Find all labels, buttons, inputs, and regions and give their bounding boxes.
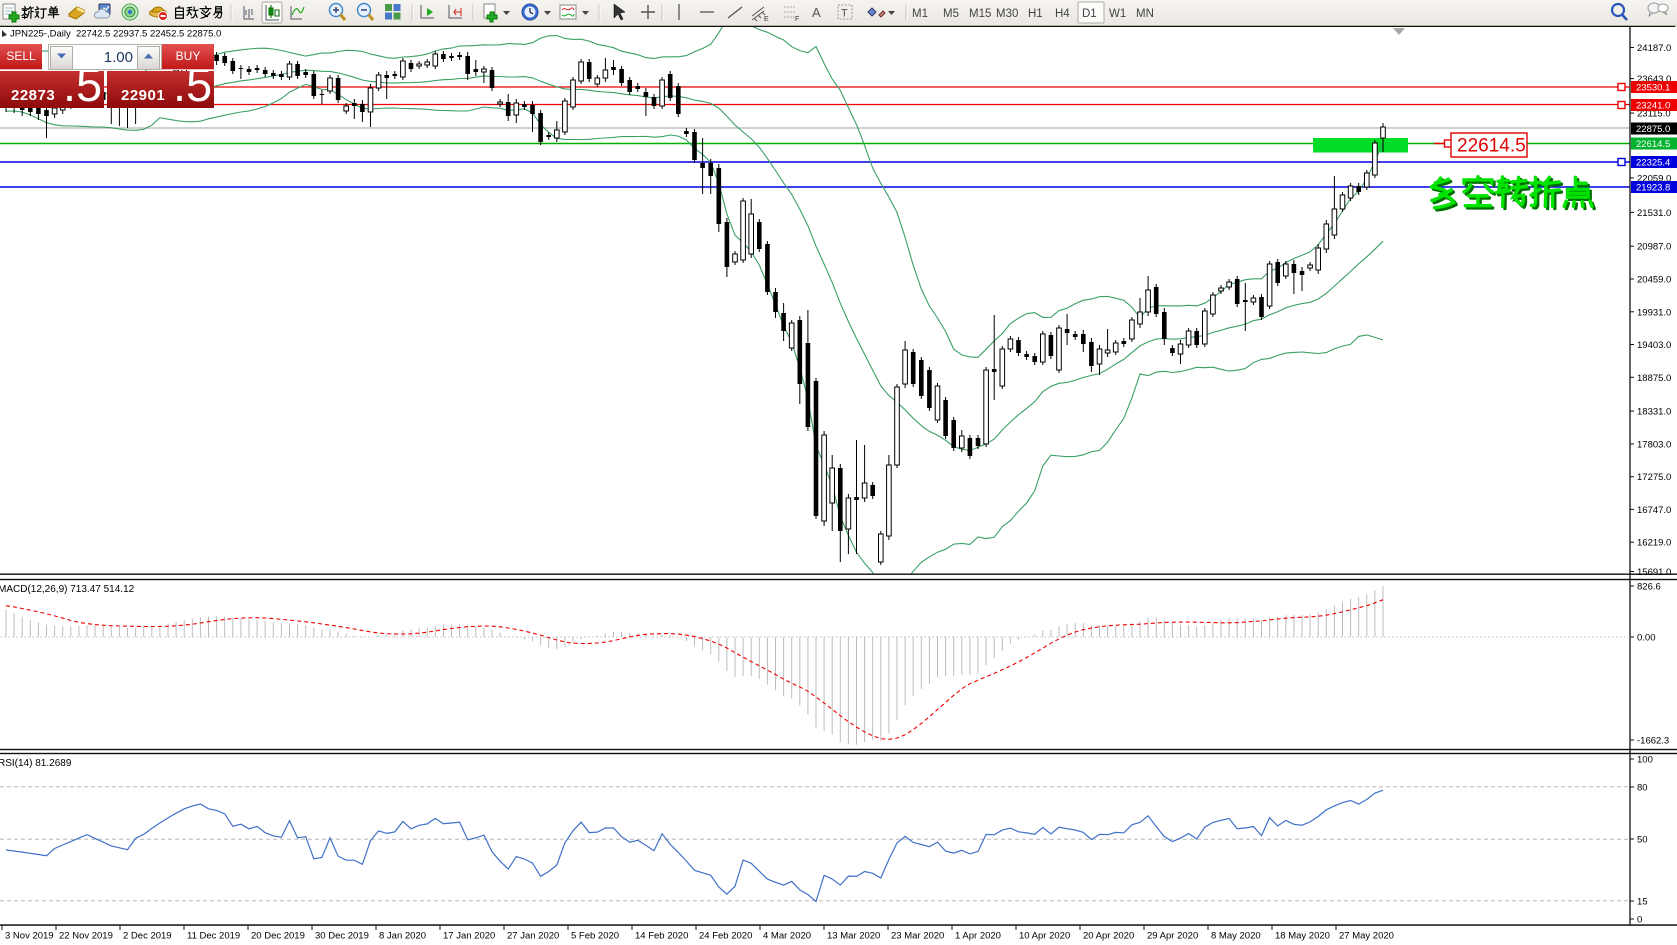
svg-text:-1662.3: -1662.3 (1637, 736, 1669, 747)
svg-text:22 Nov 2019: 22 Nov 2019 (59, 931, 113, 942)
svg-text:21531.0: 21531.0 (1637, 208, 1671, 219)
svg-text:MN: MN (1136, 8, 1154, 20)
svg-text:23241.0: 23241.0 (1636, 101, 1670, 112)
svg-text:M30: M30 (996, 8, 1018, 20)
svg-text:24187.0: 24187.0 (1637, 43, 1671, 54)
svg-text:22614.5: 22614.5 (1457, 136, 1526, 157)
svg-text:4 Mar 2020: 4 Mar 2020 (763, 931, 811, 942)
svg-text:13 Mar 2020: 13 Mar 2020 (827, 931, 880, 942)
svg-text:27 May 2020: 27 May 2020 (1339, 931, 1394, 942)
svg-text:20459.0: 20459.0 (1637, 275, 1671, 286)
svg-text:2 Dec 2019: 2 Dec 2019 (123, 931, 172, 942)
svg-text:14 Feb 2020: 14 Feb 2020 (635, 931, 688, 942)
svg-text:8 Jan 2020: 8 Jan 2020 (379, 931, 426, 942)
svg-text:0: 0 (1637, 915, 1642, 926)
svg-text:RSI(14) 81.2689: RSI(14) 81.2689 (0, 758, 72, 769)
svg-text:1 Apr 2020: 1 Apr 2020 (955, 931, 1001, 942)
svg-text:0.00: 0.00 (1637, 633, 1656, 644)
svg-text:M15: M15 (969, 8, 991, 20)
svg-text:15691.0: 15691.0 (1637, 567, 1671, 578)
svg-text:22614.5: 22614.5 (1636, 139, 1670, 150)
svg-text:M1: M1 (912, 8, 928, 20)
svg-text:80: 80 (1637, 783, 1648, 794)
svg-text:8 May 2020: 8 May 2020 (1211, 931, 1261, 942)
svg-text:17 Jan 2020: 17 Jan 2020 (443, 931, 495, 942)
svg-text:23643.0: 23643.0 (1637, 74, 1671, 85)
svg-text:20 Apr 2020: 20 Apr 2020 (1083, 931, 1134, 942)
svg-text:22059.0: 22059.0 (1637, 173, 1671, 184)
svg-text:17803.0: 17803.0 (1637, 439, 1671, 450)
svg-text:H1: H1 (1028, 8, 1043, 20)
svg-text:15: 15 (1637, 897, 1648, 908)
svg-text:18 May 2020: 18 May 2020 (1275, 931, 1330, 942)
svg-text:826.6: 826.6 (1637, 582, 1661, 593)
svg-text:27 Jan 2020: 27 Jan 2020 (507, 931, 559, 942)
svg-text:50: 50 (1637, 835, 1648, 846)
svg-text:T: T (841, 8, 848, 20)
svg-text:18875.0: 18875.0 (1637, 373, 1671, 384)
svg-text:19931.0: 19931.0 (1637, 307, 1671, 318)
svg-text:W1: W1 (1109, 8, 1126, 20)
svg-text:10 Apr 2020: 10 Apr 2020 (1019, 931, 1070, 942)
svg-text:23115.0: 23115.0 (1637, 109, 1671, 120)
svg-text:23530.1: 23530.1 (1636, 83, 1670, 94)
svg-text:20987.0: 20987.0 (1637, 242, 1671, 253)
svg-text:19403.0: 19403.0 (1637, 340, 1671, 351)
svg-text:16219.0: 16219.0 (1637, 538, 1671, 549)
svg-text:F: F (795, 16, 799, 23)
svg-text:3 Nov 2019: 3 Nov 2019 (5, 931, 54, 942)
svg-text:18331.0: 18331.0 (1637, 407, 1671, 418)
svg-text:30 Dec 2019: 30 Dec 2019 (315, 931, 369, 942)
svg-text:29 Apr 2020: 29 Apr 2020 (1147, 931, 1198, 942)
svg-text:100: 100 (1637, 755, 1653, 766)
svg-text:JPN225-,Daily 22742.5 22937.5: JPN225-,Daily 22742.5 22937.5 22452.5 22… (10, 29, 221, 40)
svg-text:A: A (812, 5, 821, 20)
svg-text:16747.0: 16747.0 (1637, 505, 1671, 516)
svg-text:24 Feb 2020: 24 Feb 2020 (699, 931, 752, 942)
svg-text:MACD(12,26,9) 713.47 514.12: MACD(12,26,9) 713.47 514.12 (0, 584, 135, 595)
svg-text:5 Feb 2020: 5 Feb 2020 (571, 931, 619, 942)
svg-text:E: E (764, 16, 769, 23)
svg-text:22875.0: 22875.0 (1636, 124, 1670, 135)
svg-text:22325.4: 22325.4 (1636, 158, 1670, 169)
svg-text:H4: H4 (1055, 8, 1070, 20)
svg-text:17275.0: 17275.0 (1637, 472, 1671, 483)
svg-text:20 Dec 2019: 20 Dec 2019 (251, 931, 305, 942)
svg-text:M5: M5 (943, 8, 959, 20)
svg-text:11 Dec 2019: 11 Dec 2019 (187, 931, 240, 942)
svg-text:D1: D1 (1082, 8, 1097, 20)
svg-text:21923.8: 21923.8 (1636, 183, 1670, 194)
svg-text:23 Mar 2020: 23 Mar 2020 (891, 931, 944, 942)
